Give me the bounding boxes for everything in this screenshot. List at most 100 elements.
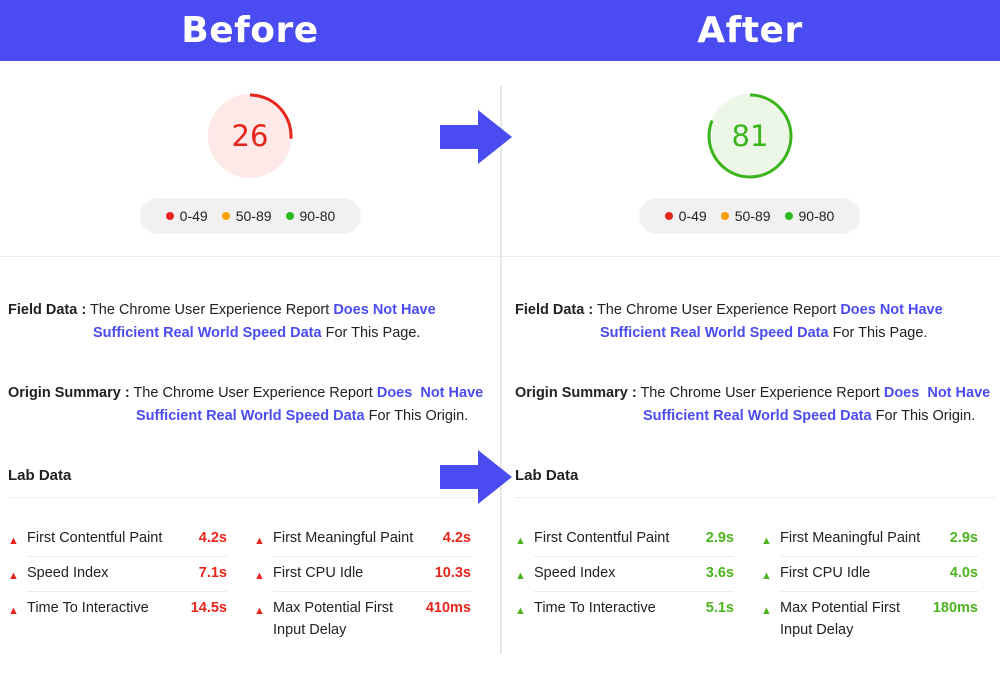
metric-divider [27,556,227,557]
triangle-up-icon: ▲ [8,605,19,617]
metric-value: 3.6s [705,565,734,581]
metric-label: First CPU Idle [780,565,871,581]
field-data-text: The Chrome User Experience Report [89,302,330,318]
after-heading: After [697,10,803,51]
metric-value: 410ms [425,600,471,616]
metric-value: 5.1s [705,600,734,616]
metric-label: Max Potential First [780,600,901,616]
triangle-up-icon: ▲ [761,535,772,547]
metric-value: 4.2s [198,530,227,546]
metric-label: Speed Index [534,565,616,581]
field-data-label: Field Data : [8,302,87,318]
origin-summary-block: Origin Summary : The Chrome User Experie… [515,382,1000,428]
legend-item-average: 50-89 [221,208,272,224]
metric-value: 7.1s [198,565,227,581]
red-dot-icon [165,212,174,220]
legend-item-average: 50-89 [720,208,771,224]
metric-label: First Contentful Paint [27,530,163,546]
right-arrow-icon [440,110,512,164]
triangle-up-icon: ▲ [254,535,265,547]
header-bar: Before After [0,0,1000,61]
metric-divider [27,591,227,592]
triangle-up-icon: ▲ [761,570,772,582]
legend-label: 0-49 [678,208,707,224]
field-data-link[interactable]: Does Not Have [333,302,436,318]
green-dot-icon [285,212,294,220]
origin-summary-link-cont[interactable]: Sufficient Real World Speed Data [643,408,872,424]
triangle-up-icon: ▲ [8,535,19,547]
metric-divider [780,591,978,592]
metric-divider [780,556,978,557]
legend-item-poor: 0-49 [165,208,208,224]
metric-value: 4.2s [442,530,471,546]
section-divider [0,256,1000,257]
metric-value: 2.9s [705,530,734,546]
score-value: 26 [231,119,269,153]
after-panel: 81 0-49 50-89 90-80 Field Data : The Chr… [507,61,1000,678]
triangle-up-icon: ▲ [254,570,265,582]
metric-value: 14.5s [190,600,227,616]
legend-label: 90-80 [299,208,336,224]
metric-label: Time To Interactive [534,600,656,616]
metric-max-potential-fid: ▲ Max Potential First Input Delay 410ms [254,597,471,641]
triangle-up-icon: ▲ [515,570,526,582]
field-data-block: Field Data : The Chrome User Experience … [515,299,1000,345]
metric-divider [273,556,471,557]
lab-data-title: Lab Data [515,467,579,484]
metric-value: 180ms [932,600,978,616]
score-legend: 0-49 50-89 90-80 [639,198,860,234]
orange-dot-icon [720,212,729,220]
right-arrow-icon [440,450,512,504]
field-data-link[interactable]: Does Not Have [840,302,943,318]
score-gauge-ring [207,93,293,179]
triangle-up-icon: ▲ [515,605,526,617]
green-dot-icon [784,212,793,220]
origin-summary-link-cont[interactable]: Sufficient Real World Speed Data [136,408,365,424]
metric-label-cont: Input Delay [780,622,854,638]
legend-item-good: 90-80 [784,208,835,224]
legend-label: 90-80 [798,208,835,224]
field-data-block: Field Data : The Chrome User Experience … [8,299,498,345]
field-data-link-cont[interactable]: Sufficient Real World Speed Data [93,325,322,341]
lab-data-divider [515,497,995,498]
triangle-up-icon: ▲ [515,535,526,547]
score-gauge: 81 [702,91,798,181]
field-data-text-end: For This Page. [832,325,928,341]
origin-summary-text: The Chrome User Experience Report [133,385,373,401]
origin-summary-text-end: For This Origin. [875,408,976,424]
origin-summary-label: Origin Summary : [515,385,637,401]
lab-data-divider [8,497,488,498]
origin-summary-block: Origin Summary : The Chrome User Experie… [8,382,498,428]
metric-label: Max Potential First [273,600,394,616]
field-data-text-end: For This Page. [325,325,421,341]
origin-summary-link[interactable]: Does Not Have [376,385,484,401]
metric-label: Speed Index [27,565,109,581]
lab-data-title: Lab Data [8,467,72,484]
metric-divider [534,556,734,557]
metric-label: First Meaningful Paint [780,530,921,546]
field-data-text: The Chrome User Experience Report [596,302,837,318]
origin-summary-text: The Chrome User Experience Report [640,385,880,401]
metric-label: First Contentful Paint [534,530,670,546]
origin-summary-text-end: For This Origin. [368,408,469,424]
metric-divider [273,591,471,592]
legend-label: 50-89 [235,208,272,224]
field-data-label: Field Data : [515,302,594,318]
metric-label: First CPU Idle [273,565,364,581]
metric-max-potential-fid: ▲ Max Potential First Input Delay 180ms [761,597,978,641]
origin-summary-label: Origin Summary : [8,385,130,401]
before-panel: 26 0-49 50-89 90-80 Field Data : The Chr… [0,61,500,678]
metric-value: 4.0s [949,565,978,581]
metric-label: Time To Interactive [27,600,149,616]
metric-value: 10.3s [434,565,471,581]
field-data-link-cont[interactable]: Sufficient Real World Speed Data [600,325,829,341]
legend-label: 50-89 [734,208,771,224]
orange-dot-icon [221,212,230,220]
red-dot-icon [664,212,673,220]
score-value: 81 [731,119,769,153]
origin-summary-link[interactable]: Does Not Have [883,385,991,401]
legend-item-good: 90-80 [285,208,336,224]
triangle-up-icon: ▲ [254,605,265,617]
score-gauge-ring [707,93,793,179]
metric-value: 2.9s [949,530,978,546]
